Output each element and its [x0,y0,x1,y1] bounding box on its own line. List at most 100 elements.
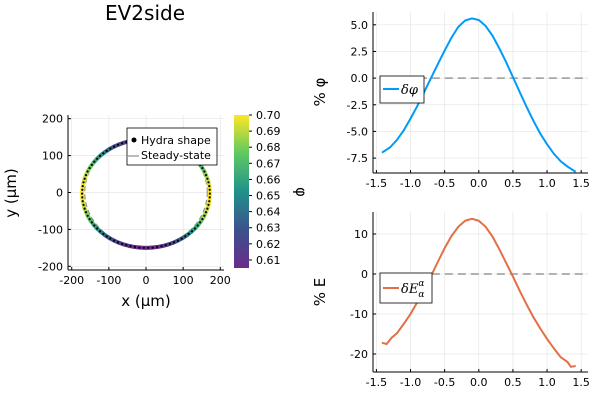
phi-y-tick-label: -2.5 [347,99,368,112]
hydra-point [83,207,86,210]
hydra-point [93,224,96,227]
hydra-point [83,177,86,180]
hydra-point [81,188,84,191]
hydra-point [208,188,211,191]
hydra-point [176,239,179,242]
phi-x-tick-label: 0.5 [504,177,522,190]
phi-x-ticks: -1.5 -1.0 -0.5 0.0 0.5 1.0 1.5 [366,170,590,190]
phi-x-tick-label: 0.0 [470,177,488,190]
strain-y-tick-label: -10 [350,308,368,321]
hydra-point [142,246,145,249]
shape-y-tick-label: 100 [42,150,63,163]
shape-y-ticks: -200 -100 0 100 200 [38,113,71,273]
colorbar-tick-label: 0.65 [256,190,281,203]
colorbar-tick-label: 0.64 [256,206,281,219]
hydra-point [98,154,102,157]
hydra-point [93,160,96,163]
phi-y-tick-label: -5.0 [347,125,368,138]
hydra-point [156,245,159,249]
strain-y-tick-label: -20 [350,348,368,361]
shape-ylabel: y (μm) [2,168,20,218]
phi-panel: -1.5 -1.0 -0.5 0.0 0.5 1.0 1.5 5.0 2.5 0.0 -2.5 -5… [311,12,590,190]
phi-legend: δφ [379,75,425,104]
shape-x-tick-label: 100 [173,274,194,287]
hydra-point [184,235,187,238]
legend-marker-hydra [131,137,137,143]
shape-y-tick-label: -100 [38,223,63,236]
shape-title: EV2side [105,1,185,25]
shape-legend: Hydra shape Steady-state [126,127,218,166]
hydra-point [84,174,88,177]
hydra-point [206,207,209,210]
hydra-point [86,214,89,217]
shape-legend-box [126,127,218,166]
colorbar-tick-label: 0.66 [256,173,281,186]
phi-y-ticks: 5.0 2.5 0.0 -2.5 -5.0 -7.5 [347,19,376,165]
hydra-point [109,237,112,240]
phi-x-tick-label: 1.5 [572,177,590,190]
legend-label-hydra: Hydra shape [141,134,211,147]
hydra-point [180,237,183,240]
hydra-point [208,192,211,195]
hydra-point [116,143,120,146]
hydra-point [81,196,84,199]
colorbar [234,115,249,268]
hydra-point [102,152,105,155]
colorbar-tick-label: 0.69 [256,125,281,138]
hydra-point [193,227,196,230]
phi-x-tick-label: 1.0 [538,177,556,190]
hydra-point [204,211,208,214]
strain-legend-sub: α [418,290,424,300]
hydra-point [208,200,211,203]
hydra-point [129,245,132,248]
hydra-point [190,230,194,233]
hydra-point [187,232,190,235]
colorbar-tick-label: 0.62 [256,238,281,251]
colorbar-tick-label: 0.63 [256,222,281,235]
hydra-point [82,203,85,206]
strain-x-tick-label: 0.5 [504,376,522,389]
strain-panel: -1.5 -1.0 -0.5 0.0 0.5 1.0 1.5 10 0 -10 -20 % E δ… [311,212,590,389]
strain-ylabel: % E [311,278,329,307]
phi-ylabel: % φ [311,77,329,106]
hydra-point [203,170,206,173]
strain-legend-label: δEαα [401,279,424,300]
colorbar-tick-label: 0.68 [256,141,281,154]
hydra-point [204,174,208,177]
hydra-point [109,147,112,150]
hydra-point [151,246,154,249]
hydra-point [90,221,93,224]
hydra-point [133,245,136,249]
hydra-point [206,177,209,180]
hydra-point [160,245,163,248]
shape-x-tick-label: 200 [210,274,231,287]
shape-y-tick-label: -200 [38,260,63,273]
hydra-point [96,227,99,230]
hydra-point [201,218,204,221]
phi-x-tick-label: -0.5 [434,177,455,190]
phi-y-tick-label: 5.0 [351,19,369,32]
hydra-point [116,241,120,244]
hydra-point [105,149,108,152]
hydra-point [164,244,167,247]
phi-legend-box [379,75,425,104]
hydra-point [172,241,176,244]
strain-x-tick-label: 1.0 [538,376,556,389]
shape-x-ticks: -200 -100 0 100 200 [59,267,231,287]
shape-y-tick-label: 0 [56,187,63,200]
hydra-point [138,246,141,249]
hydra-point [207,203,210,206]
colorbar-ticks: 0.70 0.69 0.68 0.67 0.66 0.65 0.64 0.63 0.62 0.61 [249,109,281,267]
strain-legend-main: δE [401,282,419,297]
shape-y-tick-label: 200 [42,113,63,126]
hydra-point [199,221,202,224]
strain-series-line [381,217,576,368]
phi-legend-label: δφ [401,83,419,98]
hydra-point [86,170,89,173]
phi-x-tick-label: -1.0 [400,177,421,190]
strain-x-tick-label: -0.5 [434,376,455,389]
phi-y-tick-label: 2.5 [351,45,369,58]
colorbar-label: φ [292,187,310,197]
phi-y-tick-label: -7.5 [347,152,368,165]
